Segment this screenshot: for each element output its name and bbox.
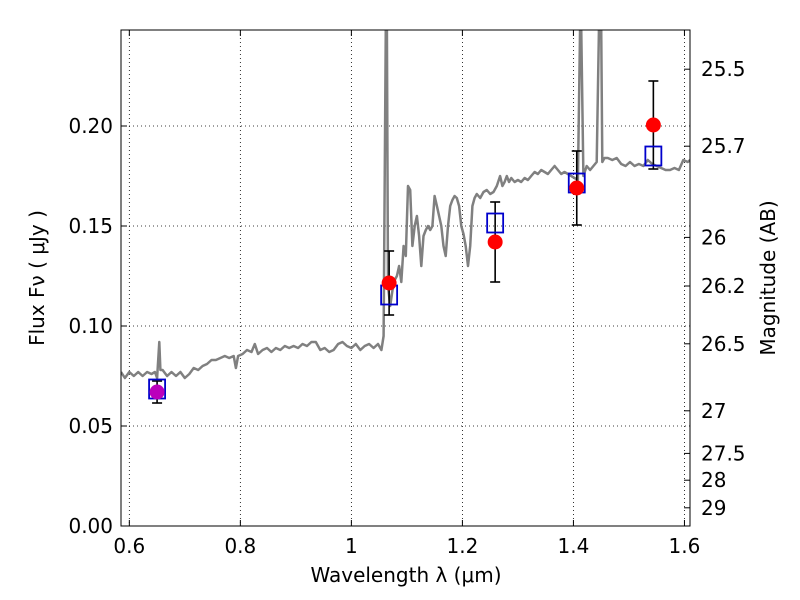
y2-tick-label: 27 (701, 399, 726, 423)
observed-data-point (487, 234, 503, 250)
y-tick-label: 0.00 (68, 514, 113, 538)
x-tick-label: 0.8 (224, 534, 256, 558)
y-axis-label: Flux Fν ( μJy ) (25, 210, 49, 346)
tick-labels: 0.6 0.8 1 1.2 1.4 1.6 0.00 0.05 0.10 0.15 0.20 25.5… (68, 57, 745, 558)
y2-tick-label: 26.2 (701, 274, 746, 298)
y-tick-label: 0.10 (68, 314, 113, 338)
observed-data-point (569, 180, 585, 196)
x-tick-label: 1.6 (669, 534, 701, 558)
spectrum-line (121, 30, 690, 380)
y2-tick-label: 27.5 (701, 441, 746, 465)
x-tick-label: 0.6 (113, 534, 145, 558)
x-tick-label: 1.4 (558, 534, 590, 558)
observed-data-point (645, 117, 661, 133)
observed-data-point (149, 384, 165, 400)
y-tick-label: 0.05 (68, 414, 113, 438)
y2-tick-label: 25.5 (701, 57, 746, 81)
tick-marks (121, 30, 690, 527)
observed-data-point (381, 275, 397, 291)
plot-area (121, 30, 690, 404)
model-photometry-point (486, 212, 505, 234)
x-axis-label: Wavelength λ (μm) (310, 563, 501, 587)
y2-tick-label: 28 (701, 468, 726, 492)
y-tick-label: 0.15 (68, 214, 113, 238)
x-tick-label: 1 (345, 534, 358, 558)
y2-tick-label: 25.7 (701, 134, 746, 158)
y2-tick-label: 26 (701, 225, 726, 249)
x-tick-label: 1.2 (446, 534, 478, 558)
y2-tick-label: 29 (701, 496, 726, 520)
grid-layer (121, 30, 690, 527)
y-tick-label: 0.20 (68, 114, 113, 138)
plot-frame (120, 29, 691, 527)
y2-axis-label: Magnitude (AB) (756, 200, 780, 355)
y2-tick-label: 26.5 (701, 332, 746, 356)
model-photometry-point (644, 145, 663, 167)
